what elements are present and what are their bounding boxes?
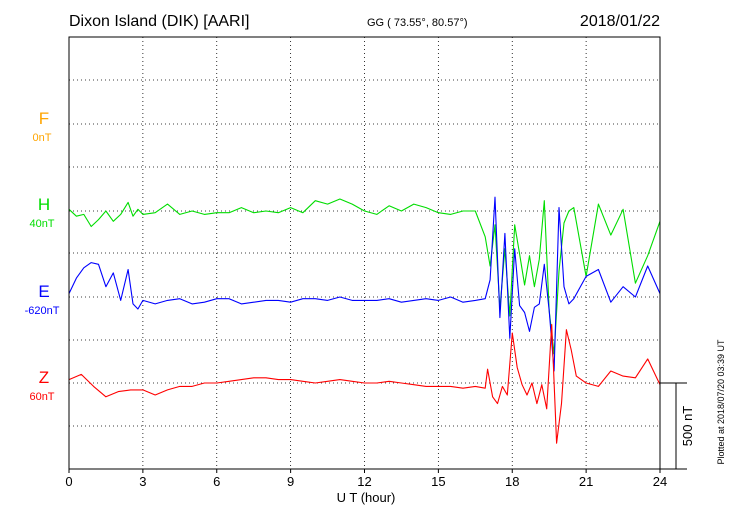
component-label-e: E [38,282,49,301]
x-tick-label-9: 9 [287,474,294,489]
x-tick-label-0: 0 [65,474,72,489]
x-tick-label-24: 24 [653,474,667,489]
date-label: 2018/01/22 [580,13,660,30]
scale-bar-label: 500 nT [680,406,695,447]
x-tick-label-3: 3 [139,474,146,489]
offset-label-f: 0nT [33,132,52,144]
series-layer [68,196,661,444]
component-label-z: Z [39,368,49,387]
x-tick-label-6: 6 [213,474,220,489]
series-line-z [68,323,661,444]
x-tick-label-15: 15 [431,474,445,489]
station-title: Dixon Island (DIK) [AARI] [69,13,250,30]
plotted-at-credit: Plotted at 2018/07/20 03:39 UT [716,339,726,465]
x-axis-title: U T (hour) [337,490,396,505]
coordinates-label: GG ( 73.55°, 80.57°) [367,17,468,29]
series-line-e [68,196,661,372]
x-tick-label-12: 12 [357,474,371,489]
x-tick-label-21: 21 [579,474,593,489]
offset-label-h: 40nT [29,218,54,230]
offset-label-e: -620nT [25,305,60,317]
offset-label-z: 60nT [29,391,54,403]
x-tick-label-18: 18 [505,474,519,489]
grid-layer [69,37,660,469]
component-label-h: H [38,195,50,214]
series-line-h [68,198,661,355]
component-label-f: F [39,109,49,128]
x-tick-layer: 0 3 6 9 12 15 18 21 24 [65,469,667,489]
